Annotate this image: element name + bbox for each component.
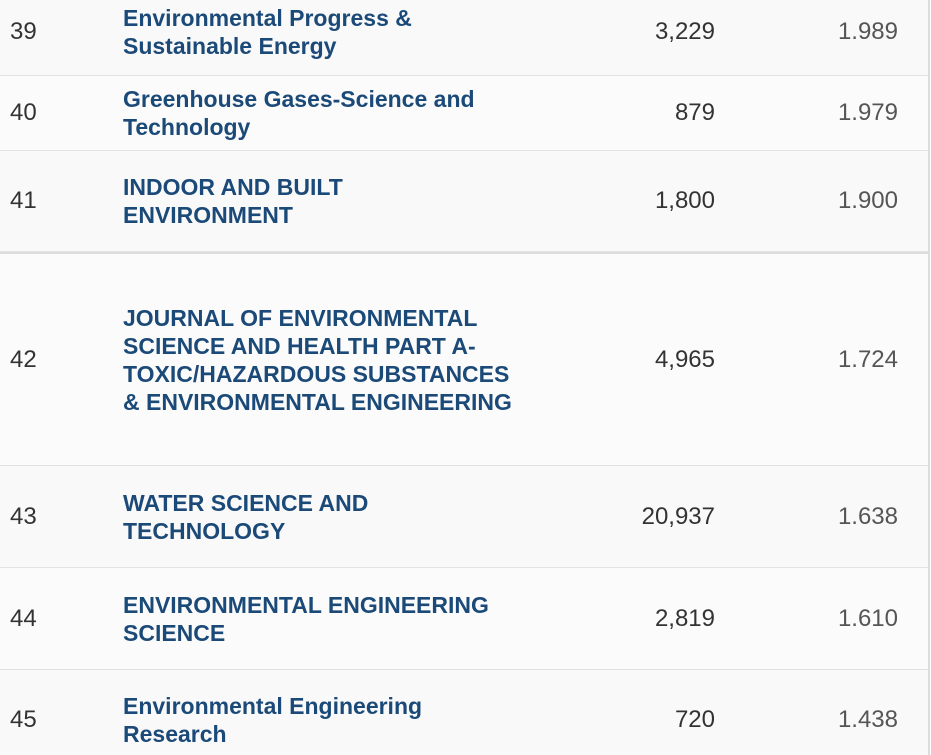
table-row: 39 Environmental Progress & Sustainable E… xyxy=(0,0,928,76)
table-row: 42 JOURNAL OF ENVIRONMENTAL SCIENCE AND H… xyxy=(0,252,928,466)
impact-factor: 1.610 xyxy=(837,604,898,632)
rank-cell: 44 xyxy=(10,604,37,632)
journal-title[interactable]: JOURNAL OF ENVIRONMENTAL SCIENCE AND HEA… xyxy=(123,304,512,415)
total-cites: 1,800 xyxy=(654,187,715,214)
total-cites: 2,819 xyxy=(654,604,715,632)
impact-factor: 1.438 xyxy=(837,705,898,733)
table-row: 40 Greenhouse Gases-Science and Technolog… xyxy=(0,76,928,151)
total-cites: 4,965 xyxy=(654,345,715,373)
total-cites: 20,937 xyxy=(641,502,715,530)
impact-factor: 1.989 xyxy=(837,17,898,45)
table-row: 41 INDOOR AND BUILT ENVIRONMENT 1,800 1.900 xyxy=(0,151,928,252)
rank-cell: 42 xyxy=(10,345,37,373)
rank-cell: 40 xyxy=(10,99,37,126)
journal-title[interactable]: Environmental Engineering Research xyxy=(123,692,423,747)
rank-cell: 41 xyxy=(10,187,37,214)
impact-factor: 1.979 xyxy=(837,99,898,126)
table-row: 45 Environmental Engineering Research 720 1… xyxy=(0,670,928,755)
rank-cell: 39 xyxy=(10,17,37,45)
journal-title[interactable]: ENVIRONMENTAL ENGINEERING SCIENCE xyxy=(123,591,489,646)
total-cites: 3,229 xyxy=(654,17,715,45)
journal-title[interactable]: WATER SCIENCE AND TECHNOLOGY xyxy=(123,489,369,544)
journal-title[interactable]: Greenhouse Gases-Science and Technology xyxy=(123,86,475,140)
total-cites: 879 xyxy=(674,99,715,126)
journal-title[interactable]: Environmental Progress & Sustainable Ene… xyxy=(123,4,412,59)
table-row: 43 WATER SCIENCE AND TECHNOLOGY 20,937 1.63… xyxy=(0,466,928,568)
impact-factor: 1.900 xyxy=(837,187,898,214)
impact-factor: 1.638 xyxy=(837,502,898,530)
rank-cell: 43 xyxy=(10,502,37,530)
journal-title[interactable]: INDOOR AND BUILT ENVIRONMENT xyxy=(123,174,343,228)
rank-cell: 45 xyxy=(10,705,37,733)
total-cites: 720 xyxy=(674,705,715,733)
impact-factor: 1.724 xyxy=(837,345,898,373)
table-row: 44 ENVIRONMENTAL ENGINEERING SCIENCE 2,819… xyxy=(0,568,928,670)
